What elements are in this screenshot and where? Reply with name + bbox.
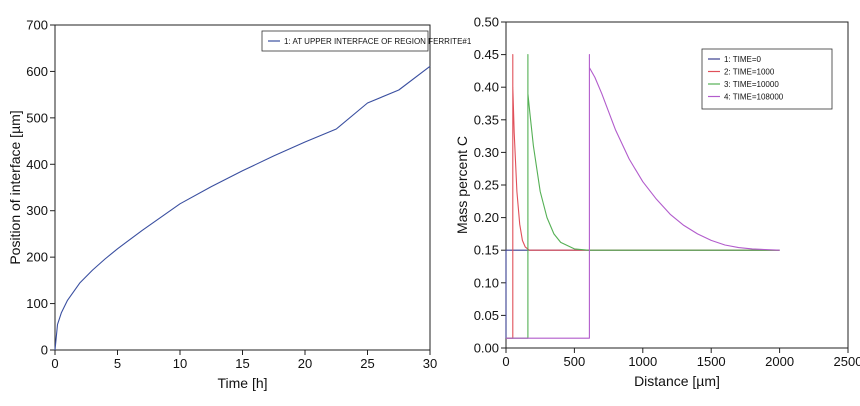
x-tick-label: 25 [360,356,374,371]
x-axis-label: Distance [µm] [634,373,720,389]
chart-2: 0 500 1000 1500 2000 2500 0.00 0.05 0.10 0.15 0.20… [454,15,860,390]
y-tick-label: 0.20 [474,210,499,225]
x-tick-label: 0 [502,354,509,369]
y-tick-label: 100 [26,296,48,311]
plot-frame [54,24,431,351]
y-tick-label: 0.25 [474,178,499,193]
y-tick-label: 0.05 [474,308,499,323]
y-tick-label: 0.50 [474,15,499,30]
x-tick-label: 15 [235,356,249,371]
x-tick-label: 5 [114,356,121,371]
legend-box [701,48,833,110]
y-tick-label: 200 [26,250,48,265]
legend: 1: AT UPPER INTERFACE OF REGION FERRITE#… [261,30,472,52]
legend-entry: 1: TIME=0 [724,55,762,64]
x-tick-label: 2500 [834,354,860,369]
series-line-2 [506,54,780,339]
y-tick-label: 0.15 [474,243,499,258]
x-tick-label: 10 [173,356,187,371]
x-tick-label: 1000 [628,354,657,369]
series-line-3 [506,54,780,339]
series-line-4 [506,54,780,339]
legend-entry: 1: AT UPPER INTERFACE OF REGION FERRITE#… [284,37,472,46]
y-tick-label: 0.40 [474,80,499,95]
y-tick-label: 300 [26,203,48,218]
legend-entry: 4: TIME=108000 [724,93,784,102]
y-tick-label: 0 [41,343,48,358]
y-axis-label: Position of interface [µm] [7,110,23,264]
x-tick-label: 30 [423,356,437,371]
legend-entry: 3: TIME=10000 [724,80,779,89]
x-tick-label: 1500 [697,354,726,369]
y-tick-label: 0.35 [474,112,499,127]
y-tick-label: 0.10 [474,275,499,290]
legend-entry: 2: TIME=1000 [724,68,775,77]
y-tick-label: 0.30 [474,145,499,160]
x-tick-label: 2000 [765,354,794,369]
y-tick-label: 500 [26,110,48,125]
x-tick-label: 0 [51,356,58,371]
y-tick-label: 700 [26,18,48,33]
y-tick-label: 0.45 [474,47,499,62]
legend-box [261,30,429,52]
x-axis-label: Time [h] [217,375,267,391]
series-line-1 [54,65,431,351]
y-axis-label: Mass percent C [454,136,470,234]
series-line-1 [505,249,780,339]
y-tick-label: 600 [26,64,48,79]
x-tick-label: 500 [564,354,586,369]
x-tick-label: 20 [298,356,312,371]
legend: 1: TIME=0 2: TIME=1000 3: TIME=10000 4: TIM… [701,48,833,110]
y-tick-label: 0.00 [474,341,499,356]
y-tick-label: 400 [26,157,48,172]
